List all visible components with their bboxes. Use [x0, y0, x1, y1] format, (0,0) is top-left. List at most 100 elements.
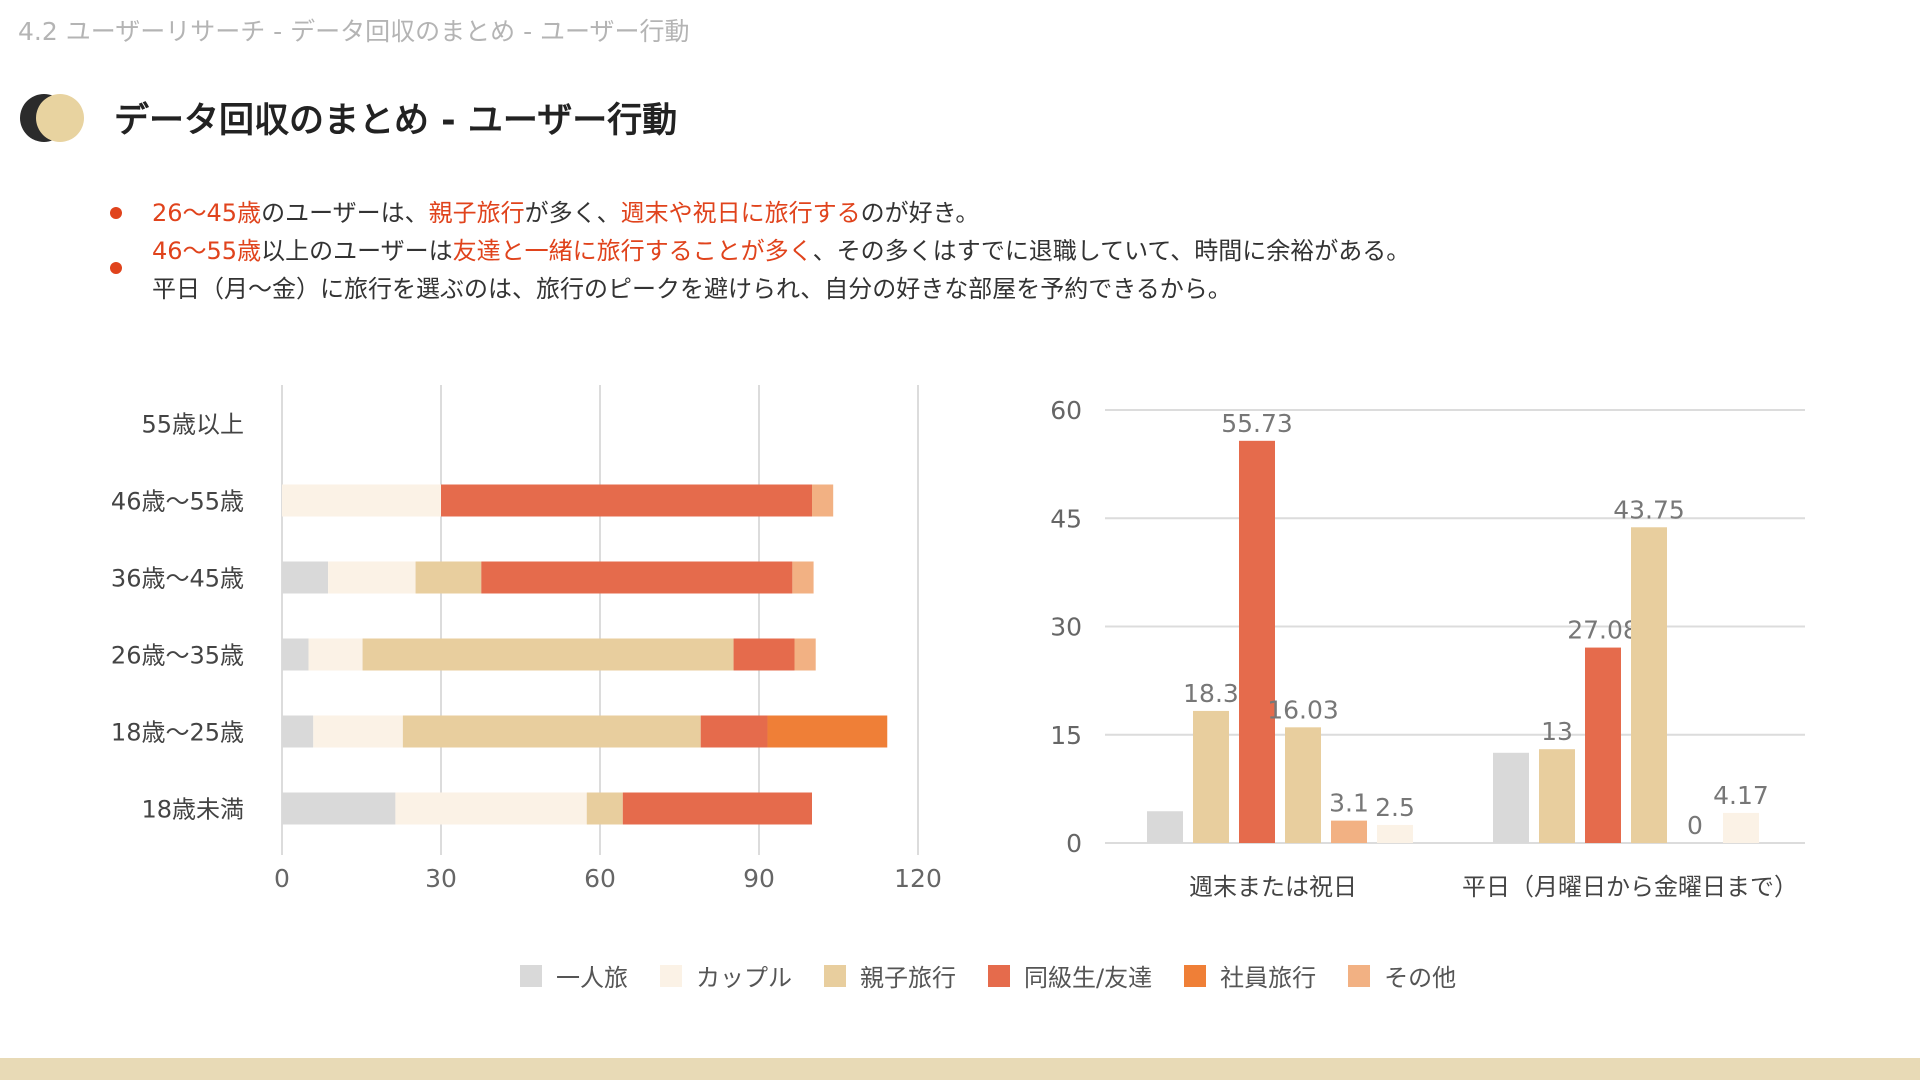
bar-segment	[308, 638, 363, 671]
breadcrumb: 4.2 ユーザーリサーチ - データ回収のまとめ - ユーザー行動	[18, 17, 690, 46]
bar-segment	[328, 561, 416, 594]
bullet-text-part: のが好き。	[860, 199, 980, 227]
y-tick-label: 30	[1050, 613, 1082, 642]
legend-swatch-icon	[660, 964, 682, 987]
bar-segment	[282, 715, 314, 748]
chart-legend: 一人旅 カップル 親子旅行 同級生/友達 社員旅行 その他	[520, 958, 1488, 993]
y-tick-label: 0	[1066, 829, 1082, 858]
data-label: 13	[1541, 717, 1573, 746]
bar	[1239, 440, 1275, 843]
legend-swatch-icon	[1348, 964, 1371, 987]
bullet-text-part: 以上のユーザーは	[261, 237, 453, 265]
bullet-text-line2: 平日（月〜金）に旅行を選ぶのは、旅行のピークを避けられ、自分の好きな部屋を予約で…	[152, 275, 1232, 303]
legend-swatch-icon	[988, 964, 1010, 987]
y-category-label: 46歳〜55歳	[111, 488, 244, 516]
bar-segment	[792, 561, 814, 594]
data-label: 43.75	[1613, 495, 1685, 524]
day-grouped-bar-chart: 0 15 30 45 60 週末または祝日 18.3 55.73 16.03 3.1 2.5 平日（月…	[1050, 396, 1805, 901]
highlight-age: 26〜45歳	[152, 199, 262, 227]
bar	[1493, 752, 1529, 843]
x-tick-label: 60	[584, 864, 616, 890]
highlight-age: 46〜55歳	[152, 237, 262, 265]
bar	[1539, 749, 1575, 843]
bar-segment	[282, 638, 309, 671]
bar-segment	[481, 561, 793, 594]
bar	[1285, 727, 1321, 843]
y-category-label: 18歳〜25歳	[111, 719, 244, 747]
bullet-text-part: 、その多くはすでに退職していて、時間に余裕がある。	[812, 237, 1411, 265]
y-category-label: 26歳〜35歳	[111, 642, 244, 670]
legend-label: 社員旅行	[1220, 964, 1317, 992]
legend-label: カップル	[696, 964, 792, 992]
legend-item: 同級生/友達	[988, 958, 1152, 993]
bar-segment	[395, 792, 587, 825]
data-label: 3.1	[1329, 789, 1369, 818]
x-tick-label: 120	[894, 864, 942, 890]
data-label: 2.5	[1375, 793, 1415, 822]
highlight-friends: 友達と一緒に旅行することが多く	[452, 237, 813, 265]
legend-item: カップル	[660, 958, 792, 993]
legend-item: 親子旅行	[824, 958, 956, 993]
x-tick-label: 0	[274, 864, 290, 890]
legend-swatch-icon	[824, 964, 846, 987]
bullet-list: 26〜45歳のユーザーは、親子旅行が多く、週末や祝日に旅行するのが好き。 46〜…	[110, 194, 1410, 308]
bullet-item: 46〜55歳以上のユーザーは友達と一緒に旅行することが多く、その多くはすでに退職…	[110, 232, 1410, 308]
y-category-label: 55歳以上	[141, 411, 244, 439]
bullet-dot-icon	[110, 262, 122, 274]
bar-segment	[767, 715, 888, 748]
bar-segment	[622, 792, 812, 825]
bar-segment	[812, 484, 834, 517]
bar-segment	[794, 638, 816, 671]
data-label: 55.73	[1221, 409, 1293, 438]
legend-item: その他	[1348, 958, 1456, 993]
legend-swatch-icon	[520, 964, 542, 987]
data-label: 16.03	[1267, 695, 1339, 724]
x-tick-label: 90	[743, 864, 775, 890]
y-category-label: 18歳未満	[141, 796, 244, 824]
x-category-label: 平日（月曜日から金曜日まで）	[1462, 873, 1798, 901]
page-title: データ回収のまとめ - ユーザー行動	[114, 101, 678, 141]
highlight-weekend: 週末や祝日に旅行する	[620, 199, 861, 227]
bullet-text: 46〜55歳以上のユーザーは友達と一緒に旅行することが多く、その多くはすでに退職…	[152, 232, 1410, 308]
legend-label: 同級生/友達	[1024, 964, 1153, 992]
y-tick-label: 45	[1050, 504, 1082, 533]
bullet-dot-icon	[110, 207, 122, 219]
age-stacked-bar-chart: 0 30 60 90 120 55歳以上 46歳〜55歳 36歳〜45歳 26歳〜35歳 18歳〜…	[111, 385, 942, 890]
legend-item: 一人旅	[520, 958, 628, 993]
legend-label: 親子旅行	[860, 964, 956, 992]
bar-segment	[441, 484, 812, 517]
bar-segment	[313, 715, 403, 748]
bullet-item: 26〜45歳のユーザーは、親子旅行が多く、週末や祝日に旅行するのが好き。	[110, 194, 1410, 232]
bullet-text: 26〜45歳のユーザーは、親子旅行が多く、週末や祝日に旅行するのが好き。	[152, 194, 979, 232]
bar	[1585, 647, 1621, 843]
bullet-text-part: が多く、	[524, 199, 621, 227]
title-row: データ回収のまとめ - ユーザー行動	[20, 92, 677, 143]
bar	[1631, 527, 1667, 843]
bar-segment	[282, 484, 441, 517]
bar-segment	[362, 638, 734, 671]
data-label: 18.3	[1183, 679, 1239, 708]
bar	[1723, 812, 1759, 843]
y-tick-label: 15	[1050, 721, 1082, 750]
bar-segment	[282, 792, 396, 825]
bar-segment	[402, 715, 701, 748]
legend-label: 一人旅	[556, 964, 628, 992]
logo-icon	[20, 93, 84, 142]
bar	[1331, 820, 1367, 843]
y-tick-label: 60	[1050, 396, 1082, 425]
bar	[1147, 811, 1183, 843]
x-category-label: 週末または祝日	[1189, 873, 1357, 901]
data-label: 27.08	[1567, 616, 1639, 645]
bar-segment	[415, 561, 482, 594]
data-label: 4.17	[1713, 781, 1769, 810]
bar-segment	[733, 638, 795, 671]
bar	[1377, 824, 1413, 843]
bar-segment	[586, 792, 623, 825]
legend-item: 社員旅行	[1184, 958, 1316, 993]
legend-label: その他	[1384, 964, 1457, 992]
highlight-family-trip: 親子旅行	[428, 199, 525, 227]
data-label: 0	[1687, 811, 1703, 840]
y-category-label: 36歳〜45歳	[111, 565, 244, 593]
bullet-text-part: のユーザーは、	[261, 199, 429, 227]
